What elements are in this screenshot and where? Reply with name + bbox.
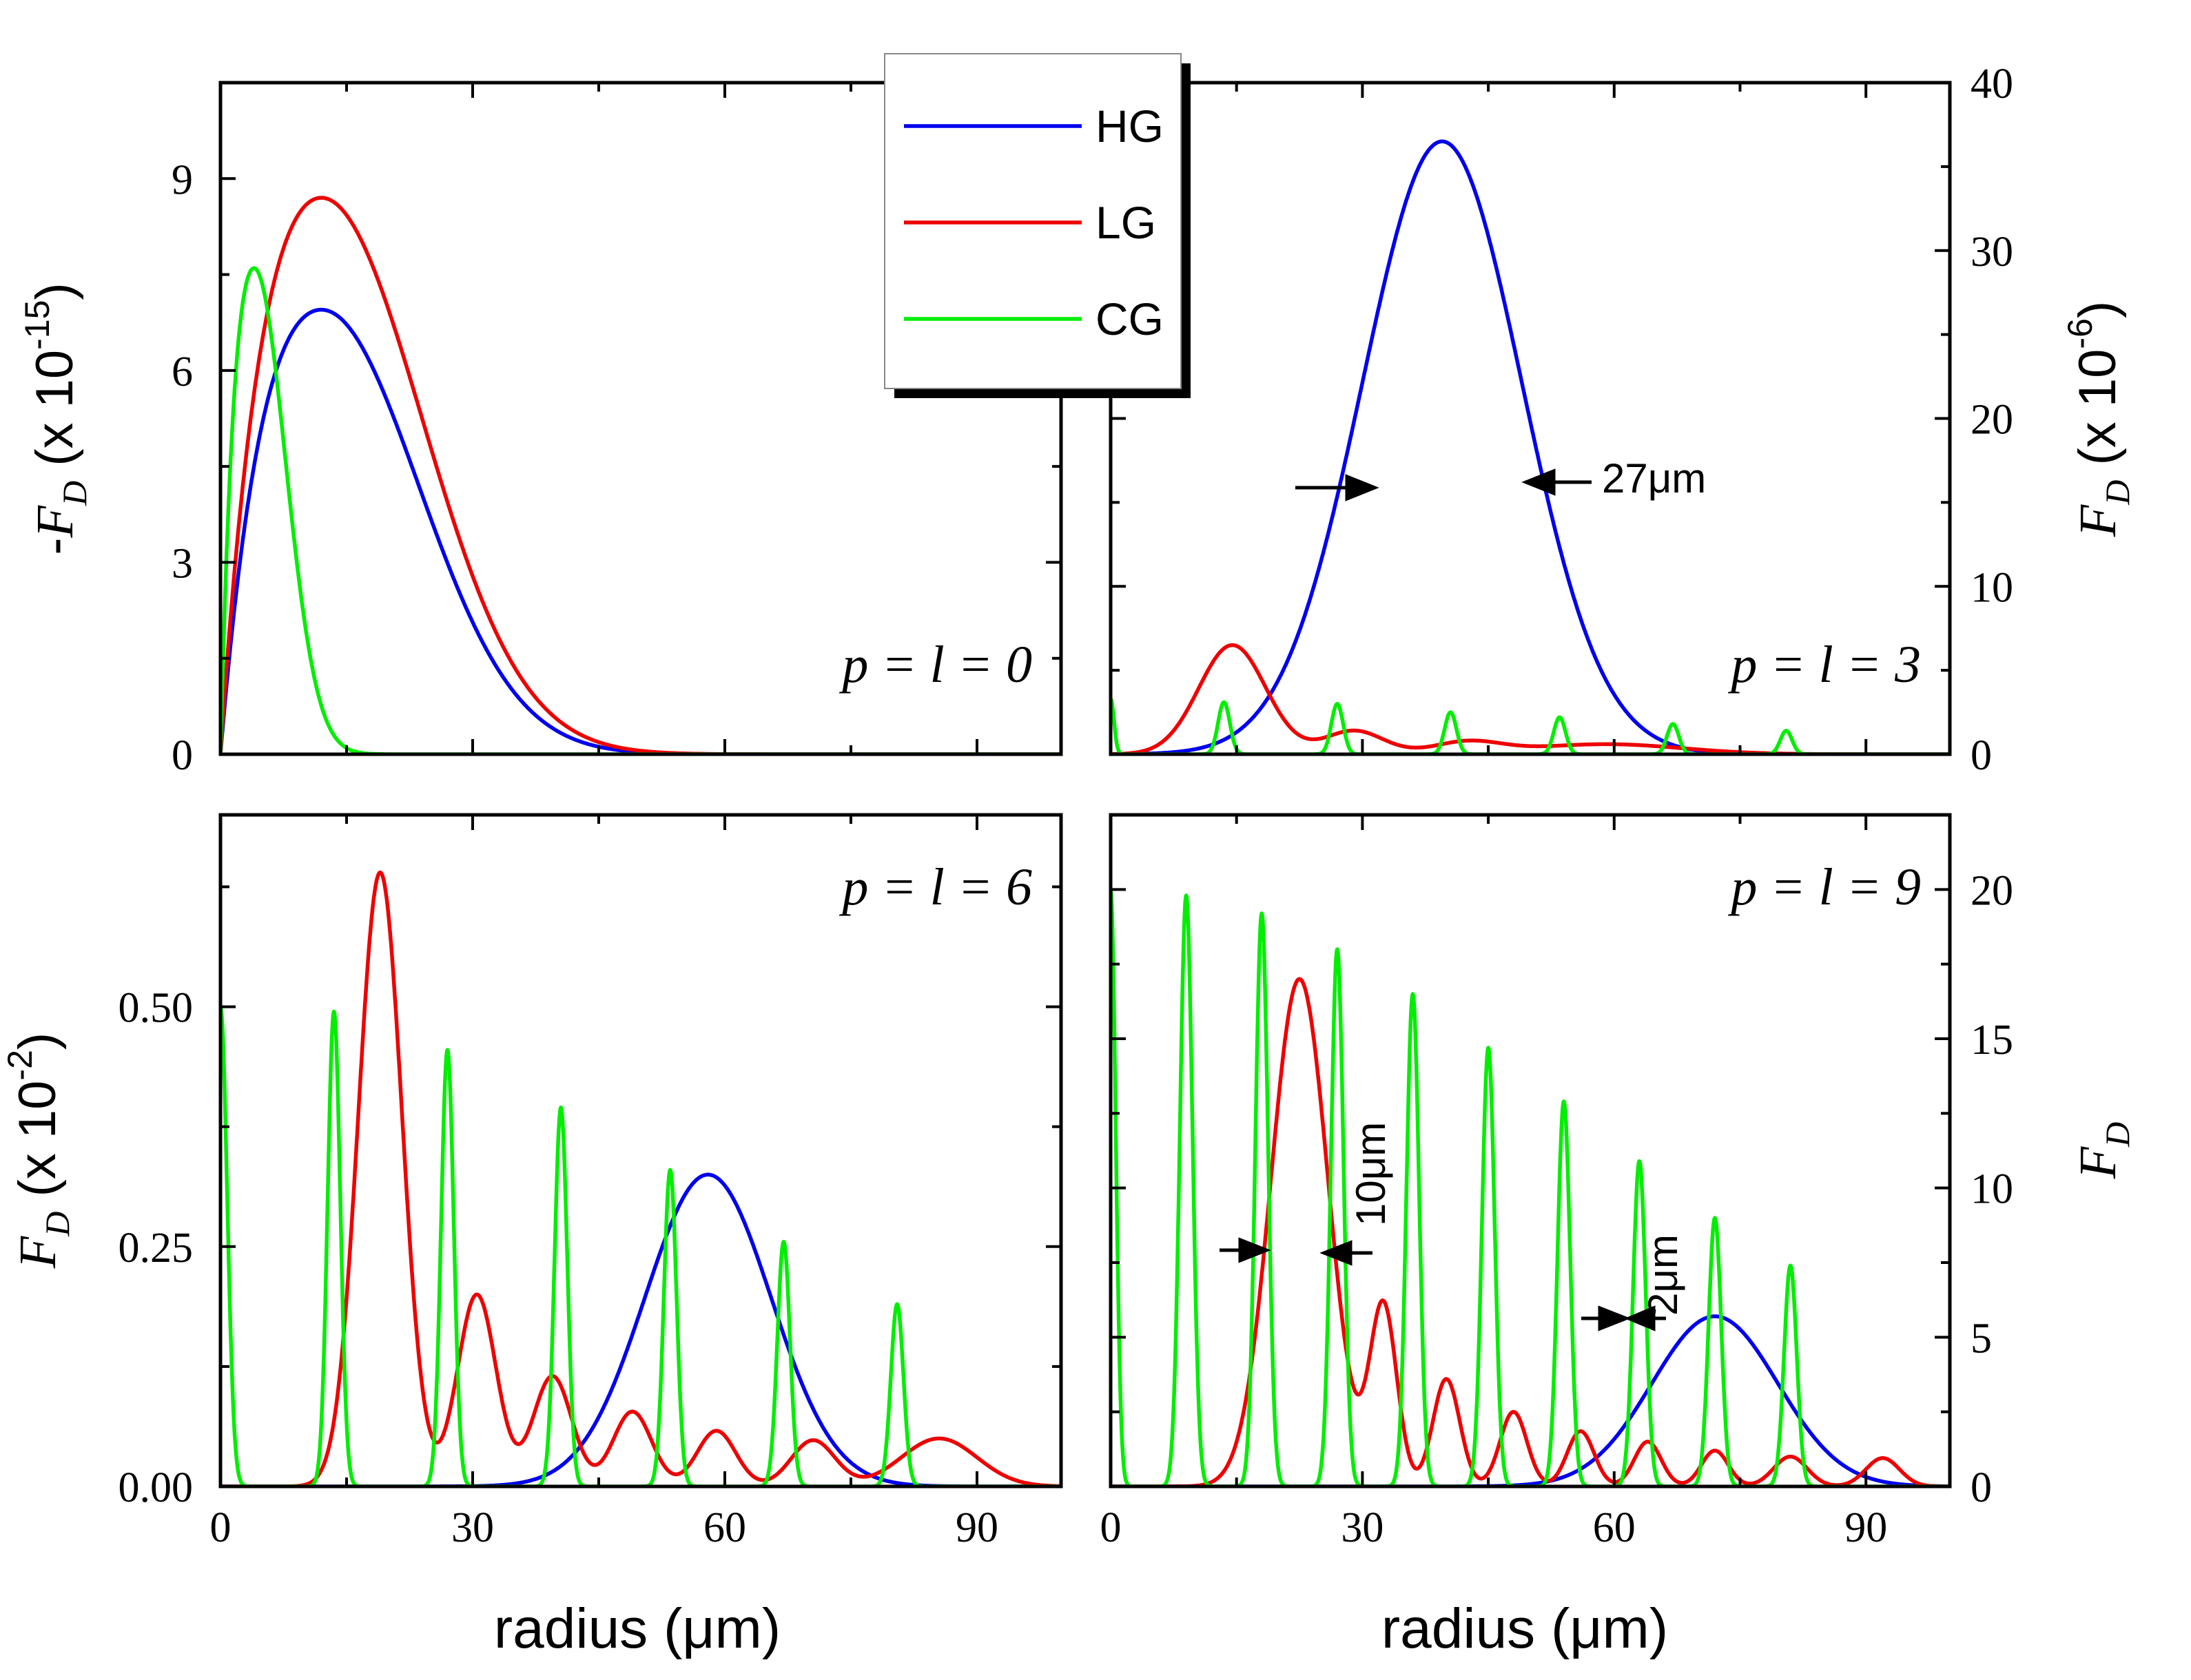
- legend-label-lg: LG: [1096, 197, 1156, 248]
- panel-top-left: 0 3 6 9 p = l = 0 -FD (x 10-15): [18, 81, 1063, 779]
- x-tick-label: 60: [703, 1504, 746, 1551]
- x-tick-label: 30: [451, 1504, 494, 1551]
- panel-annotation: p = l = 0: [839, 636, 1032, 694]
- y-tick-label: 0.00: [119, 1464, 194, 1511]
- legend-label-hg: HG: [1096, 101, 1164, 152]
- fwhm-arrows: [1220, 468, 1666, 1331]
- series-cg-bottom-left: [220, 1004, 1061, 1486]
- plot-frame: [218, 81, 1063, 756]
- y-tick-label: 0.25: [119, 1225, 194, 1272]
- x-tick-label: 90: [1844, 1504, 1887, 1551]
- series-lg-top-left: [220, 196, 1061, 754]
- panel-annotation: p = l = 6: [839, 858, 1032, 916]
- y-axis-label: FD (x 10-6): [2061, 301, 2137, 537]
- y-tick-label: 15: [1971, 1017, 2013, 1064]
- plot-frame: [218, 813, 1063, 1489]
- y-axis-label: FD: [2069, 1122, 2137, 1180]
- y-tick-label: 9: [172, 156, 193, 203]
- panel-bottom-left: 0 30 60 90 0.00 0.25 0.50 p = l = 6 FD (x 10-2): [1, 813, 1063, 1551]
- y-tick-label: 6: [172, 349, 193, 395]
- x-axis-label-right: radius (μm): [1381, 1597, 1668, 1660]
- panel-annotation: p = l = 9: [1727, 858, 1921, 916]
- fwhm-label-27um: 27μm: [1602, 455, 1706, 501]
- y-axis-label: -FD (x 10-15): [18, 282, 94, 555]
- x-axis-label-left: radius (μm): [494, 1597, 781, 1660]
- x-tick-label: 0: [210, 1504, 232, 1551]
- y-tick-label: 40: [1971, 61, 2013, 107]
- x-tick-label: 30: [1341, 1504, 1383, 1551]
- y-tick-label: 5: [1971, 1315, 1992, 1362]
- y-axis-label: FD (x 10-2): [1, 1033, 76, 1269]
- plot-frame: [1109, 813, 1952, 1489]
- y-tick-label: 20: [1971, 397, 2013, 444]
- legend: HG LG CG: [884, 53, 1191, 398]
- series-cg-bottom-right: [1111, 887, 1950, 1486]
- series-lg-bottom-right: [1111, 977, 1950, 1486]
- y-tick-label: 10: [1971, 1166, 2013, 1213]
- fwhm-label-10um: 10μm: [1348, 1122, 1394, 1226]
- y-tick-label: 20: [1971, 867, 2013, 914]
- y-tick-label: 10: [1971, 564, 2013, 611]
- x-tick-label: 0: [1100, 1504, 1122, 1551]
- series-hg-bottom-right: [1111, 1314, 1950, 1486]
- y-tick-label: 30: [1971, 229, 2013, 276]
- x-tick-label: 60: [1593, 1504, 1636, 1551]
- y-tick-label: 0: [1971, 1464, 1992, 1511]
- y-tick-label: 0.50: [119, 985, 194, 1032]
- y-tick-label: 0: [172, 732, 193, 779]
- y-tick-label: 0: [1971, 732, 1992, 779]
- legend-label-cg: CG: [1096, 293, 1164, 344]
- y-tick-label: 3: [172, 540, 193, 587]
- x-tick-label: 90: [956, 1504, 998, 1551]
- series-lg-bottom-left: [220, 870, 1061, 1486]
- panel-top-right: 0 10 20 30 40 p = l = 3 FD (x 10-6): [1109, 61, 2137, 779]
- panel-bottom-right: 0 30 60 90 0 5 10 15 20 p = l = 9 FD: [1100, 813, 2137, 1551]
- series-hg-top-right: [1111, 139, 1950, 754]
- fwhm-label-2um: 2μm: [1640, 1234, 1686, 1316]
- panel-annotation: p = l = 3: [1727, 636, 1921, 694]
